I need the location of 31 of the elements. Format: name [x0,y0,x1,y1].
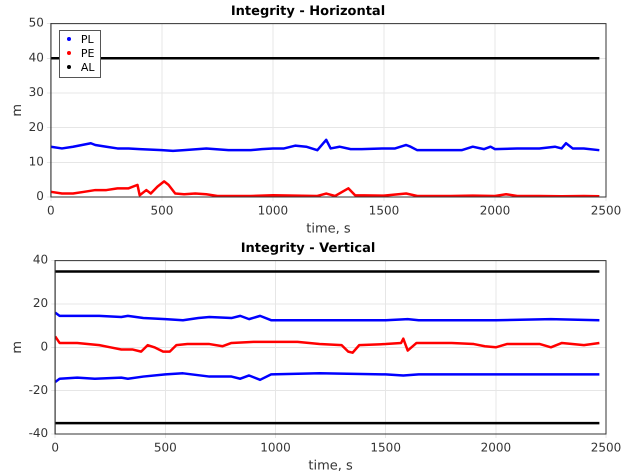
legend-label: PE [80,46,95,61]
y-tick-label: 50 [28,16,44,30]
x-axis-title: time, s [306,222,351,237]
x-tick-label: 1000 [260,440,291,454]
x-tick-label: 500 [150,203,174,218]
y-tick-label: 30 [28,85,44,100]
x-tick-label: 2000 [480,440,512,454]
legend-label: AL [80,60,95,75]
y-tick-label: 20 [32,296,48,310]
x-tick-label: 0 [51,440,60,454]
x-tick-label: 2000 [480,203,510,218]
y-axis-title: m [10,104,26,117]
y-tick-label: 40 [32,252,48,267]
y-tick-label: 20 [28,120,44,134]
x-axis-title: time, s [308,458,354,474]
y-tick-label: 0 [36,189,44,204]
x-tick-label: 2500 [590,203,622,218]
y-tick-label: 0 [40,339,48,354]
x-tick-label: 500 [154,440,177,454]
x-tick-label: 1500 [370,440,401,454]
y-tick-label: -20 [28,382,48,397]
chart-title: Integrity - Vertical [240,241,376,256]
legend-label: PL [80,32,95,47]
y-tick-label: 40 [28,50,44,64]
chart-title: Integrity - Horizontal [230,4,386,20]
x-tick-label: 1000 [258,203,288,218]
y-tick-label: 10 [28,154,44,168]
x-tick-label: 1500 [368,203,400,218]
y-tick-label: -40 [28,426,48,440]
x-tick-label: 2500 [590,440,622,454]
y-axis-title: m [10,340,26,354]
